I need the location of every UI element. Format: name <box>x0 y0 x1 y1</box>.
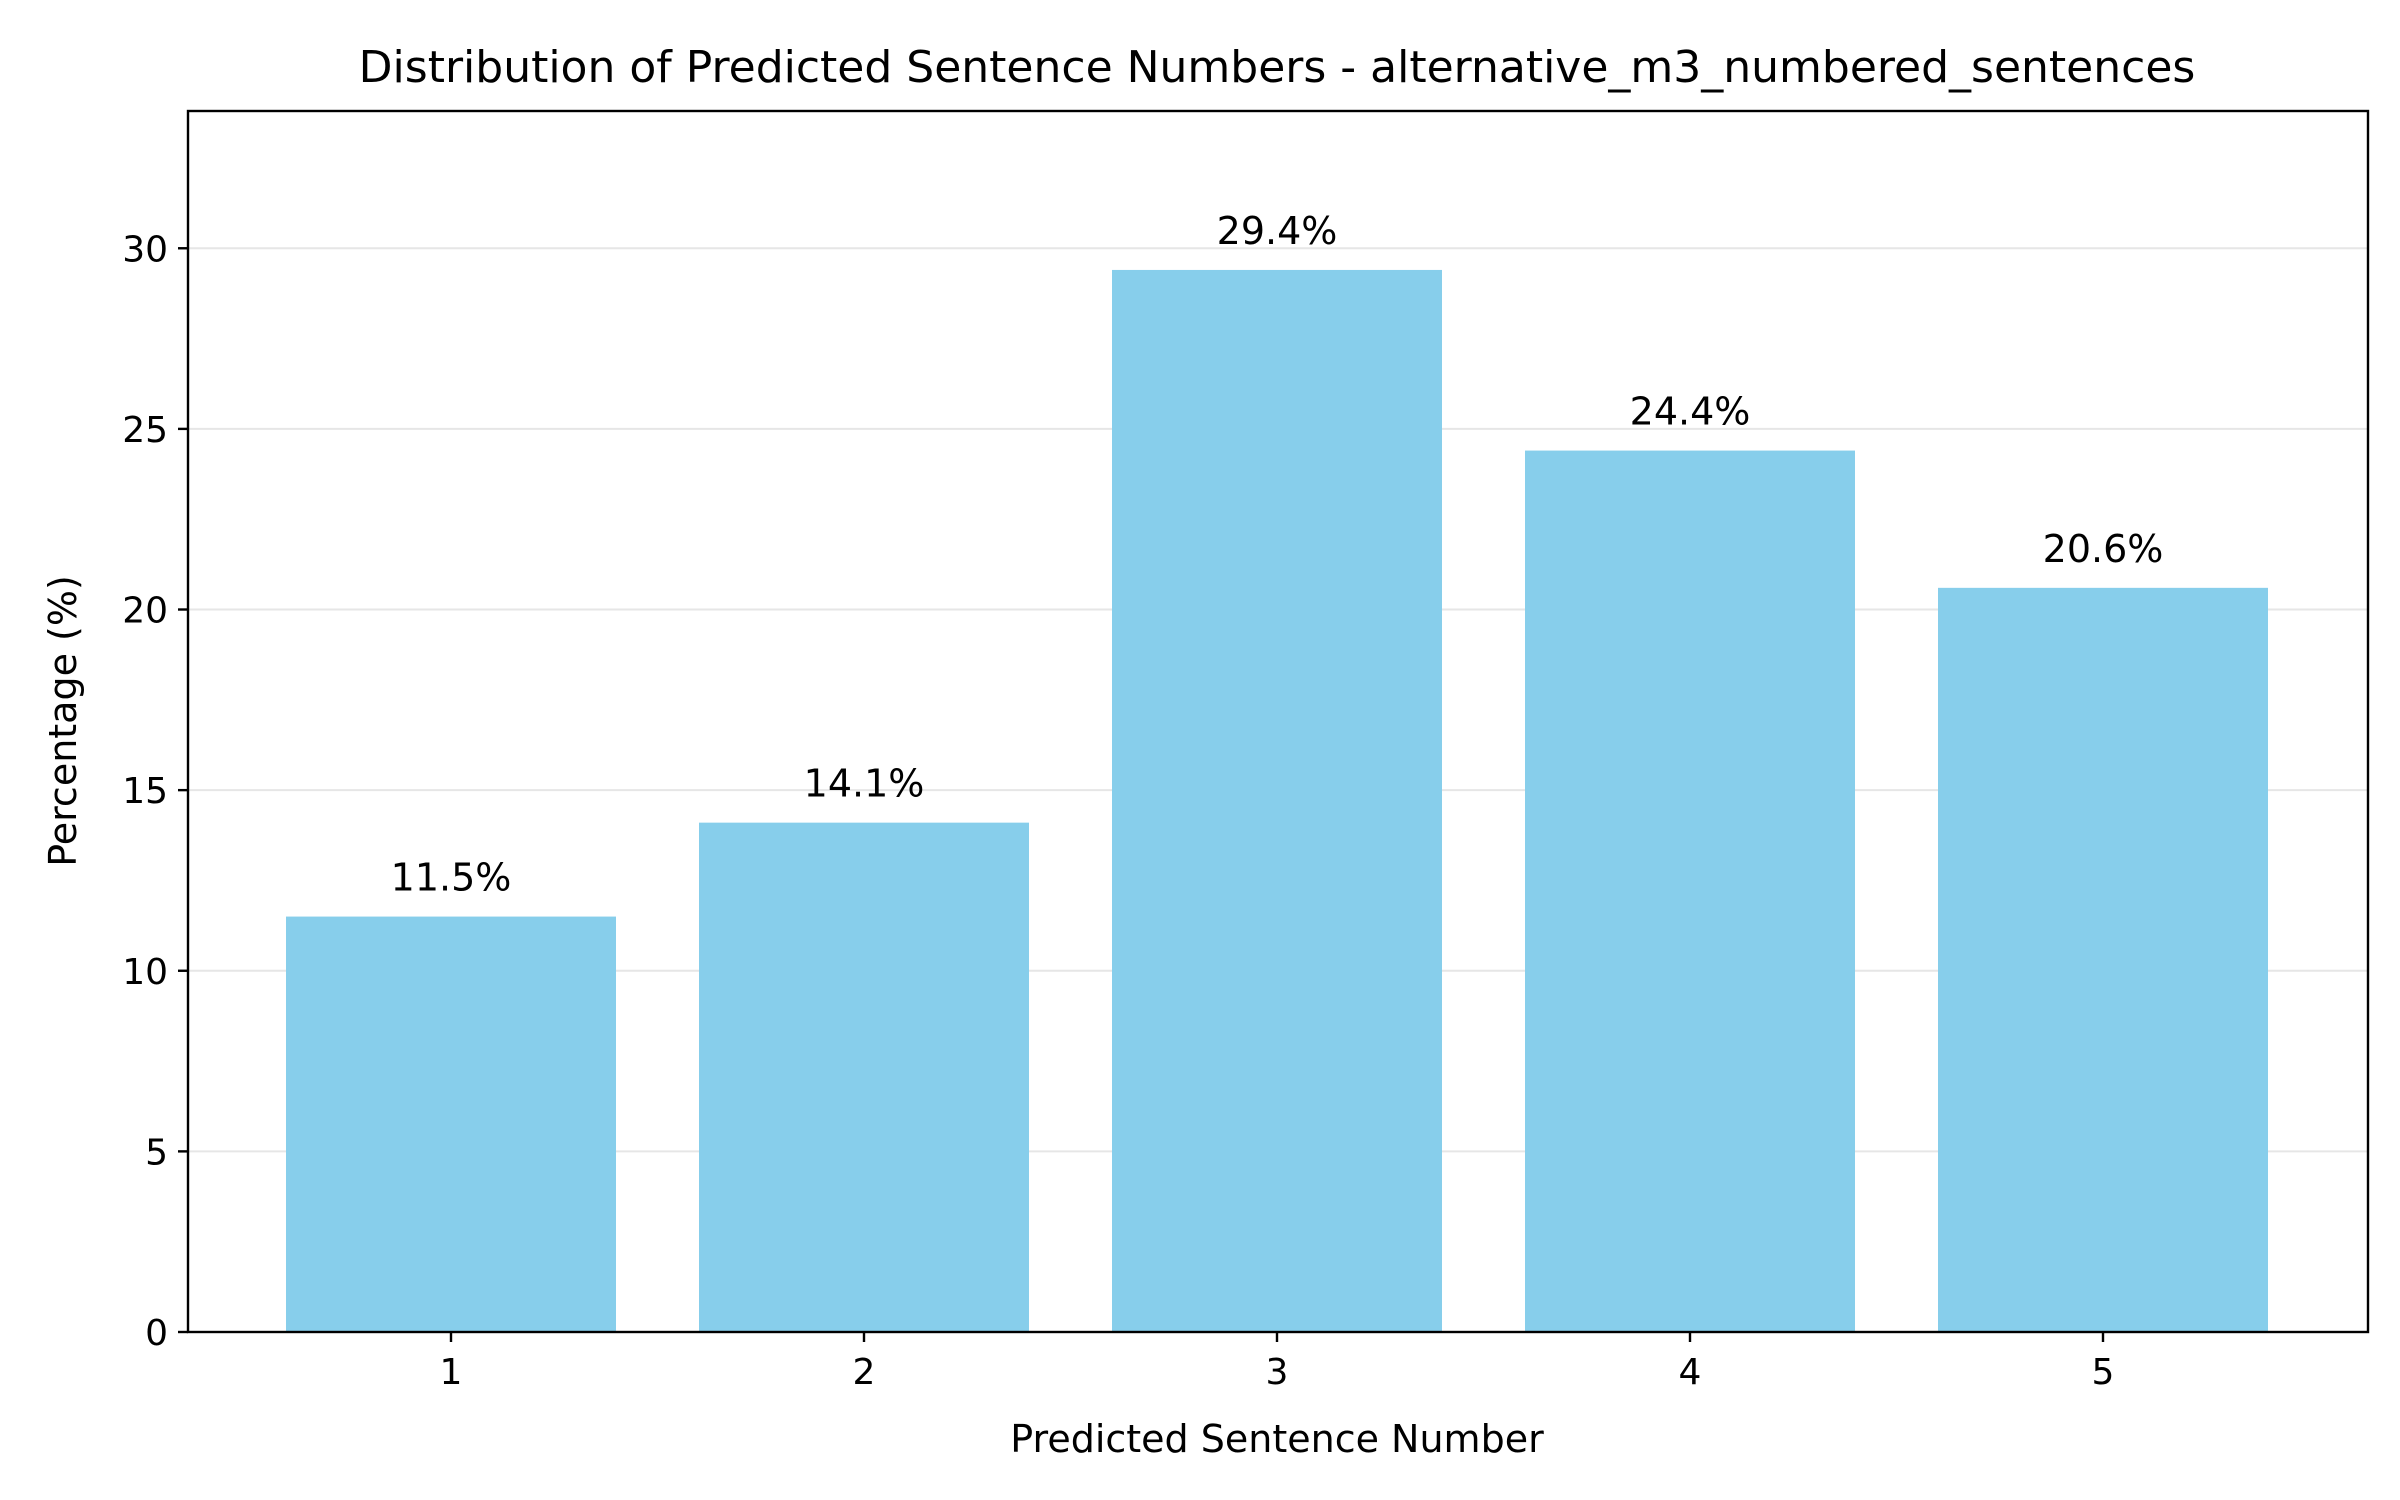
x-tick-label: 5 <box>2092 1352 2115 1393</box>
bar <box>699 822 1029 1332</box>
bar <box>1112 269 1442 1332</box>
value-labels: 11.5% 14.1% 29.4% 24.4% 20.6% <box>391 209 2164 900</box>
bar <box>1938 587 2268 1332</box>
x-tick-label: 3 <box>1266 1352 1289 1393</box>
chart-title: Distribution of Predicted Sentence Numbe… <box>359 42 2196 93</box>
bar-value-label: 24.4% <box>1630 390 1751 434</box>
x-axis-label: Predicted Sentence Number <box>1010 1417 1544 1461</box>
bar-value-label: 11.5% <box>391 856 512 900</box>
y-tick-label: 10 <box>122 952 168 993</box>
y-tick-label: 25 <box>122 410 168 451</box>
x-tick-label: 4 <box>1679 1352 1702 1393</box>
x-tick-label: 2 <box>853 1352 876 1393</box>
bar <box>286 916 616 1332</box>
y-axis: 0 5 10 15 20 25 30 <box>122 229 188 1354</box>
bar-value-label: 29.4% <box>1217 209 1338 253</box>
x-axis: 1 2 3 4 5 <box>440 1332 2115 1393</box>
x-tick-label: 1 <box>440 1352 463 1393</box>
y-tick-label: 20 <box>122 591 168 632</box>
bar <box>1525 450 1855 1332</box>
bar-value-label: 20.6% <box>2043 527 2164 571</box>
y-tick-label: 15 <box>122 771 168 812</box>
bar-value-label: 14.1% <box>804 762 925 806</box>
y-tick-label: 0 <box>145 1313 168 1354</box>
bars <box>286 269 2268 1332</box>
y-tick-label: 30 <box>122 229 168 270</box>
y-axis-label: Percentage (%) <box>41 575 85 867</box>
y-tick-label: 5 <box>145 1132 168 1173</box>
